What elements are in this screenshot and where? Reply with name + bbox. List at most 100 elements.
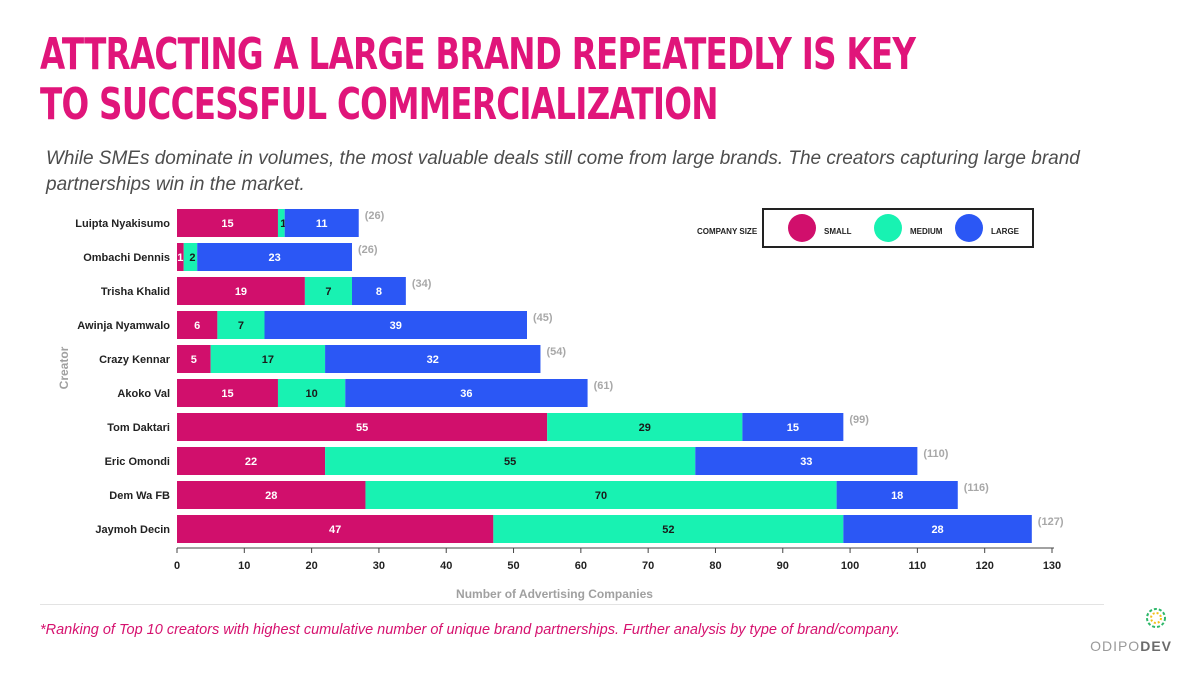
bar-segment-medium [547,413,743,441]
bar-segment-small [177,209,278,237]
data-label: 6 [194,320,200,332]
title-line-1: ATTRACTING A LARGE BRAND REPEATEDLY IS K… [40,29,916,80]
category-label: Luipta Nyakisumo [75,218,170,230]
bar-segment-medium [493,515,844,543]
category-label: Ombachi Dennis [83,252,170,264]
x-tick-label: 40 [440,560,452,572]
data-label: 29 [639,422,651,434]
bar-segment-medium [217,311,265,339]
data-label: 39 [390,320,402,332]
legend-label: SMALL [824,227,852,236]
data-label: 70 [595,490,607,502]
data-label: 52 [662,524,674,536]
legend-label: LARGE [991,227,1020,236]
x-tick-label: 110 [909,560,927,572]
bar-segment-small [177,311,218,339]
data-label: 8 [376,286,382,298]
total-label: (110) [923,448,948,460]
x-tick-label: 10 [238,560,250,572]
x-tick-label: 0 [174,560,180,572]
category-label: Awinja Nyamwalo [77,320,170,332]
bar-segment-large [695,447,918,475]
category-label: Eric Omondi [105,456,170,468]
data-label: 15 [221,218,233,230]
data-label: 22 [245,456,257,468]
bar-segment-small [177,345,211,373]
data-label: 5 [191,354,197,366]
bar-segment-medium [277,209,285,237]
brand-logo: ODIPODEV [1082,602,1172,658]
data-label: 7 [238,320,244,332]
data-label: 23 [268,252,280,264]
bar-segment-small [177,481,366,509]
x-tick-label: 60 [575,560,587,572]
x-axis-title: Number of Advertising Companies [456,587,653,601]
bar-segment-medium [210,345,326,373]
data-label: 28 [931,524,943,536]
bar-segment-small [177,277,305,305]
category-label: Jaymoh Decin [95,524,170,536]
data-label: 15 [221,388,233,400]
total-label: (99) [849,414,869,426]
bar-segment-small [177,379,278,407]
data-label: 17 [262,354,274,366]
data-label: 55 [504,456,516,468]
bar-segment-large [325,345,541,373]
category-label: Trisha Khalid [101,286,170,298]
data-label: 10 [305,388,317,400]
x-tick-label: 30 [373,560,385,572]
bar-segment-small [177,515,494,543]
data-label: 19 [235,286,247,298]
y-axis-title: Creator [57,346,71,389]
bar-segment-large [843,515,1032,543]
footnote: *Ranking of Top 10 creators with highest… [40,622,901,638]
bar-segment-small [177,243,184,271]
legend-swatch-large [955,214,983,242]
data-label: 15 [787,422,799,434]
category-label: Tom Daktari [107,422,170,434]
category-label: Dem Wa FB [109,490,170,502]
data-label: 2 [189,252,195,264]
footnote-divider [40,604,1104,605]
bar-segment-large [352,277,406,305]
leaf-ring-icon [1146,608,1166,628]
bar-segment-medium [183,243,198,271]
category-label: Akoko Val [117,388,170,400]
brand-name-light: ODIPO [1090,638,1141,654]
title-line-2: TO SUCCESSFUL COMMERCIALIZATION [40,79,718,130]
bar-segment-large [345,379,588,407]
total-label: (26) [358,244,378,256]
data-label: 33 [800,456,812,468]
brand-name-bold: DEV [1140,638,1172,654]
data-label: 7 [325,286,331,298]
total-label: (116) [964,482,989,494]
data-label: 11 [316,218,328,230]
legend-title: COMPANY SIZE [697,227,758,236]
x-tick-label: 20 [305,560,317,572]
bar-segment-large [197,243,352,271]
subtitle: While SMEs dominate in volumes, the most… [46,148,1080,195]
bar-segment-large [742,413,844,441]
bar-segment-medium [304,277,352,305]
bar-segment-small [177,447,326,475]
bar-segment-large [284,209,359,237]
x-tick-label: 70 [642,560,654,572]
x-tick-label: 100 [841,560,859,572]
total-label: (61) [594,380,614,392]
bar-segment-large [836,481,958,509]
data-label: 36 [460,388,472,400]
total-label: (54) [546,346,566,358]
legend-swatch-small [788,214,816,242]
legend-label: MEDIUM [910,227,943,236]
total-label: (45) [533,312,553,324]
bar-segment-medium [325,447,696,475]
data-label: 32 [427,354,439,366]
x-tick-label: 130 [1043,560,1061,572]
category-label: Crazy Kennar [99,354,171,366]
total-label: (34) [412,278,432,290]
bar-segment-large [264,311,527,339]
data-label: 18 [891,490,903,502]
x-tick-label: 120 [976,560,994,572]
bar-segment-small [177,413,548,441]
